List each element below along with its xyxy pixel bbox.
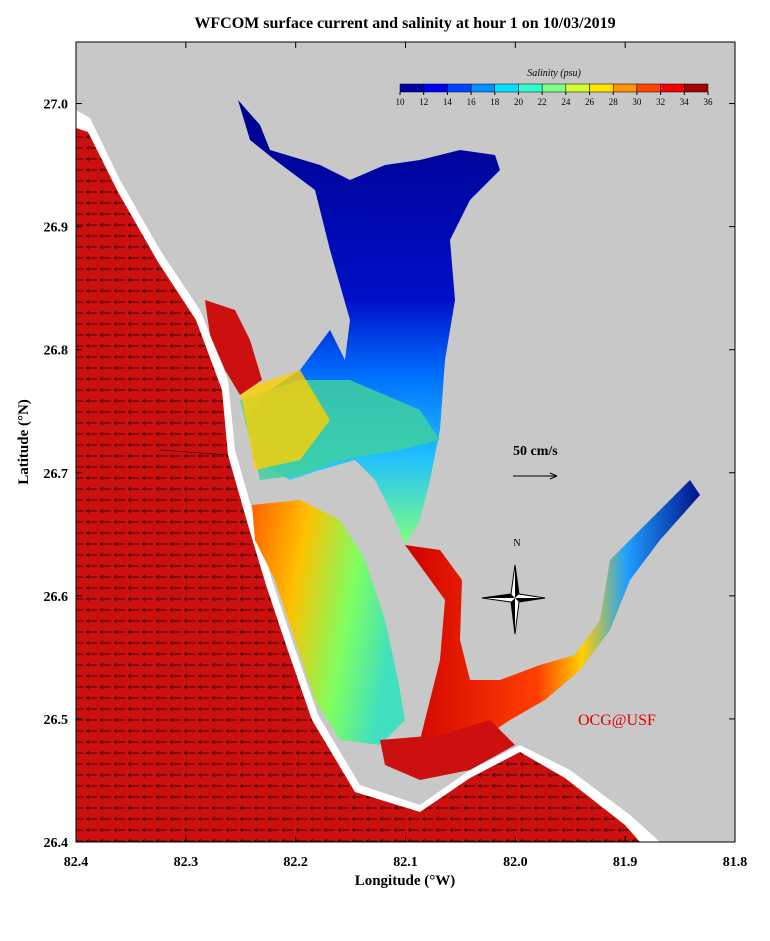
title: WFCOM surface current and salinity at ho… [194, 15, 615, 32]
x-tick-label: 82.1 [393, 855, 418, 870]
current-vectors [76, 128, 640, 842]
colorbar-tick-label: 28 [609, 97, 619, 107]
x-axis-label: Longitude (°W) [355, 873, 456, 889]
colorbar-swatch [518, 83, 543, 93]
colorbar-swatch [399, 83, 424, 93]
colorbar-tick-label: 12 [419, 97, 428, 107]
colorbar-tick-label: 14 [443, 97, 453, 107]
colorbar-tick-label: 36 [704, 97, 714, 107]
y-tick-label: 26.6 [44, 590, 69, 605]
compass: N [481, 538, 546, 635]
x-tick-label: 82.4 [64, 855, 89, 870]
y-tick-label: 26.9 [44, 221, 69, 236]
colorbar-swatch [589, 83, 614, 93]
colorbar-swatch [660, 83, 685, 93]
colorbar-tick-label: 18 [490, 97, 500, 107]
map-body [76, 42, 735, 842]
colorbar-tick-label: 10 [396, 97, 406, 107]
colorbar-tick-label: 26 [585, 97, 595, 107]
compass-label: N [513, 538, 520, 549]
san-carlos-bay [380, 720, 515, 780]
caloosahatchee [405, 480, 700, 750]
colorbar-swatch [447, 83, 472, 93]
scale-label: 50 cm/s [513, 444, 558, 459]
y-tick-label: 26.8 [44, 344, 69, 359]
colorbar-tick-label: 16 [467, 97, 477, 107]
colorbar-swatch [423, 83, 448, 93]
colorbar-swatch [541, 83, 567, 93]
colorbar-swatch [684, 83, 709, 93]
y-tick-label: 27.0 [44, 98, 69, 113]
colorbar-swatch [470, 83, 496, 93]
colorbar-swatch [494, 83, 519, 93]
colorbar-tick-label: 32 [656, 97, 665, 107]
x-tick-label: 82.0 [503, 855, 528, 870]
pine-island-sound [252, 500, 405, 745]
colorbar-tick-label: 34 [680, 97, 690, 107]
colorbar-tick-label: 20 [514, 97, 524, 107]
x-tick-label: 81.9 [613, 855, 638, 870]
colorbar-swatch [636, 83, 661, 93]
colorbar-title: Salinity (psu) [527, 68, 581, 79]
colorbar-tick-label: 22 [538, 97, 547, 107]
colorbar-swatch [565, 83, 590, 93]
harbor-mouth-yellow [240, 370, 330, 470]
y-tick-label: 26.7 [44, 467, 69, 482]
credit: OCG@USF [578, 712, 656, 729]
x-tick-label: 81.8 [723, 855, 748, 870]
x-tick-label: 82.3 [174, 855, 199, 870]
colorbar-swatch [612, 83, 638, 93]
x-tick-label: 82.2 [283, 855, 308, 870]
y-axis-label: Latitude (°N) [16, 399, 32, 485]
colorbar-tick-label: 30 [632, 97, 642, 107]
vector-fan [159, 449, 229, 456]
y-tick-label: 26.5 [44, 713, 69, 728]
scale-arrow-head [549, 472, 558, 480]
colorbar-tick-label: 24 [561, 97, 571, 107]
y-tick-label: 26.4 [44, 836, 69, 851]
lemon-bay [205, 300, 262, 395]
